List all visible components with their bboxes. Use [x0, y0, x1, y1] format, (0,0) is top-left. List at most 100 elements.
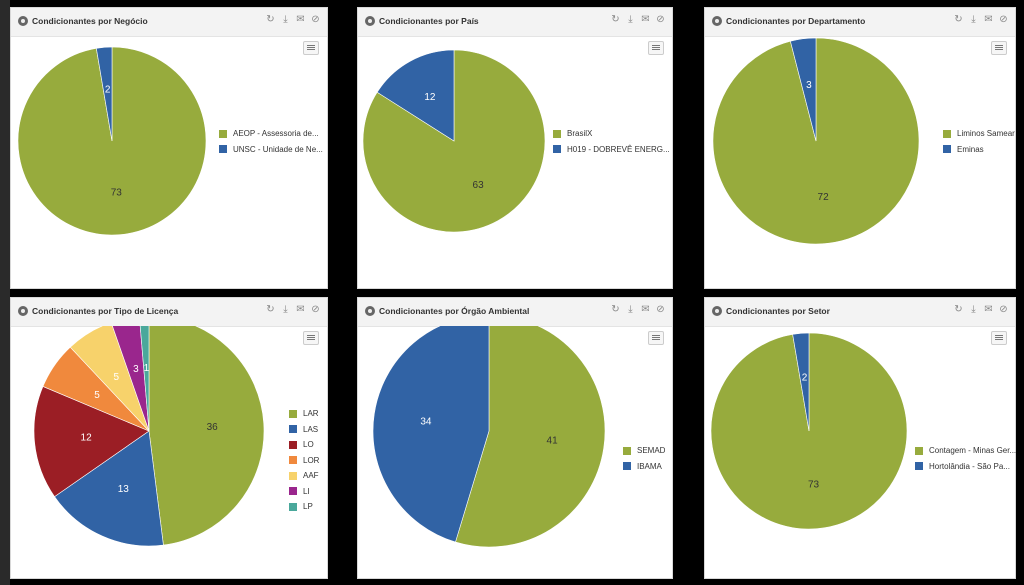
pie-slice[interactable]	[148, 326, 265, 546]
panel-tools: ↻ ⤓ ✉ ⊘	[265, 14, 321, 25]
chart-legend: LAR LAS LO LOR AAF LI LP	[289, 406, 319, 515]
legend-label: LI	[303, 486, 310, 496]
legend-item[interactable]: LP	[289, 499, 319, 515]
legend-label: Hortolândia - São Pa...	[929, 461, 1010, 471]
panel-tools: ↻ ⤓ ✉ ⊘	[610, 14, 666, 25]
email-icon[interactable]: ✉	[641, 304, 650, 315]
refresh-icon[interactable]: ↻	[954, 304, 963, 315]
legend-item[interactable]: SEMAD	[623, 443, 665, 459]
pie-chart: 73 2	[710, 332, 908, 530]
pie-chart: 41 34	[372, 326, 606, 548]
slice-data-label: 36	[207, 422, 219, 433]
legend-swatch	[915, 446, 923, 455]
chart-panel: Condicionantes por Setor ↻ ⤓ ✉ ⊘ 73 2 Contagem …	[704, 297, 1016, 579]
close-icon[interactable]: ⊘	[656, 304, 665, 315]
legend-item[interactable]: Contagem - Minas Ger...	[915, 443, 1016, 459]
download-icon[interactable]: ⤓	[283, 304, 288, 315]
legend-item[interactable]: LI	[289, 484, 319, 500]
legend-label: UNSC - Unidade de Ne...	[233, 144, 323, 154]
chart-menu-button[interactable]	[991, 331, 1007, 345]
pie-slice[interactable]	[54, 430, 164, 547]
legend-swatch	[219, 129, 227, 138]
legend-item[interactable]: BrasilX	[553, 126, 670, 142]
pie-slice[interactable]	[33, 386, 150, 498]
slice-data-label: 2	[105, 84, 111, 95]
close-icon[interactable]: ⊘	[999, 304, 1008, 315]
download-icon[interactable]: ⤓	[628, 304, 633, 315]
legend-label: Liminos Samear	[957, 129, 1015, 139]
download-icon[interactable]: ⤓	[283, 14, 288, 25]
slice-data-label: 73	[808, 480, 820, 491]
legend-swatch	[289, 487, 297, 496]
legend-swatch	[289, 456, 297, 465]
chart-menu-button[interactable]	[303, 41, 319, 55]
slice-data-label: 12	[81, 433, 93, 444]
pie-slice[interactable]	[376, 49, 455, 142]
legend-item[interactable]: LAR	[289, 406, 319, 422]
legend-label: IBAMA	[637, 461, 662, 471]
legend-label: LP	[303, 502, 313, 512]
close-icon[interactable]: ⊘	[999, 14, 1008, 25]
pie-slice[interactable]	[455, 326, 606, 548]
legend-item[interactable]: LAS	[289, 422, 319, 438]
legend-item[interactable]: AEOP - Assessoria de...	[219, 126, 323, 142]
chart-panel: Condicionantes por Órgão Ambiental ↻ ⤓ ✉ ⊘ 41…	[357, 297, 673, 579]
legend-item[interactable]: LO	[289, 437, 319, 453]
legend-swatch	[289, 409, 297, 418]
pie-slice[interactable]	[792, 332, 810, 432]
pie-slice[interactable]	[372, 326, 490, 543]
panel-title: Condicionantes por Órgão Ambiental	[379, 306, 530, 316]
email-icon[interactable]: ✉	[641, 14, 650, 25]
pie-chart: 63 12	[362, 49, 546, 233]
refresh-icon[interactable]: ↻	[266, 14, 275, 25]
download-icon[interactable]: ⤓	[971, 304, 976, 315]
pie-slice[interactable]	[139, 326, 150, 432]
email-icon[interactable]: ✉	[296, 14, 305, 25]
refresh-icon[interactable]: ↻	[611, 304, 620, 315]
close-icon[interactable]: ⊘	[311, 304, 320, 315]
sidebar-strip	[0, 0, 10, 585]
legend-item[interactable]: H019 - DOBREVÊ ENERG...	[553, 142, 670, 158]
legend-label: SEMAD	[637, 446, 666, 456]
email-icon[interactable]: ✉	[984, 304, 993, 315]
legend-label: LOR	[303, 455, 320, 465]
panel-icon	[18, 16, 28, 26]
chart-menu-button[interactable]	[648, 41, 664, 55]
chart-legend: BrasilX H019 - DOBREVÊ ENERG...	[553, 126, 670, 157]
chart-menu-button[interactable]	[991, 41, 1007, 55]
chart-menu-button[interactable]	[648, 331, 664, 345]
slice-data-label: 12	[424, 92, 436, 103]
pie-slice[interactable]	[712, 37, 920, 245]
refresh-icon[interactable]: ↻	[611, 14, 620, 25]
close-icon[interactable]: ⊘	[656, 14, 665, 25]
download-icon[interactable]: ⤓	[628, 14, 633, 25]
refresh-icon[interactable]: ↻	[954, 14, 963, 25]
email-icon[interactable]: ✉	[296, 304, 305, 315]
legend-label: LO	[303, 440, 314, 450]
legend-item[interactable]: UNSC - Unidade de Ne...	[219, 142, 323, 158]
pie-slice[interactable]	[69, 326, 150, 432]
pie-chart: 73 2	[17, 46, 207, 236]
close-icon[interactable]: ⊘	[311, 14, 320, 25]
chart-menu-button[interactable]	[303, 331, 319, 345]
pie-slice[interactable]	[95, 46, 113, 142]
legend-item[interactable]: Eminas	[943, 142, 1015, 158]
panel-header: Condicionantes por Setor ↻ ⤓ ✉ ⊘	[705, 298, 1015, 327]
legend-item[interactable]: Hortolândia - São Pa...	[915, 459, 1016, 475]
legend-item[interactable]: IBAMA	[623, 459, 665, 475]
email-icon[interactable]: ✉	[984, 14, 993, 25]
pie-slice[interactable]	[790, 37, 817, 142]
chart-panel: Condicionantes por Tipo de Licença ↻ ⤓ ✉ ⊘ 36…	[10, 297, 328, 579]
legend-item[interactable]: AAF	[289, 468, 319, 484]
legend-label: AAF	[303, 471, 319, 481]
pie-slice[interactable]	[111, 326, 150, 432]
panel-header: Condicionantes por Negócio ↻ ⤓ ✉ ⊘	[11, 8, 327, 37]
refresh-icon[interactable]: ↻	[266, 304, 275, 315]
slice-data-label: 3	[806, 80, 812, 91]
download-icon[interactable]: ⤓	[971, 14, 976, 25]
legend-item[interactable]: LOR	[289, 453, 319, 469]
legend-label: AEOP - Assessoria de...	[233, 129, 319, 139]
legend-swatch	[289, 471, 297, 480]
slice-data-label: 41	[547, 435, 559, 446]
legend-item[interactable]: Liminos Samear	[943, 126, 1015, 142]
